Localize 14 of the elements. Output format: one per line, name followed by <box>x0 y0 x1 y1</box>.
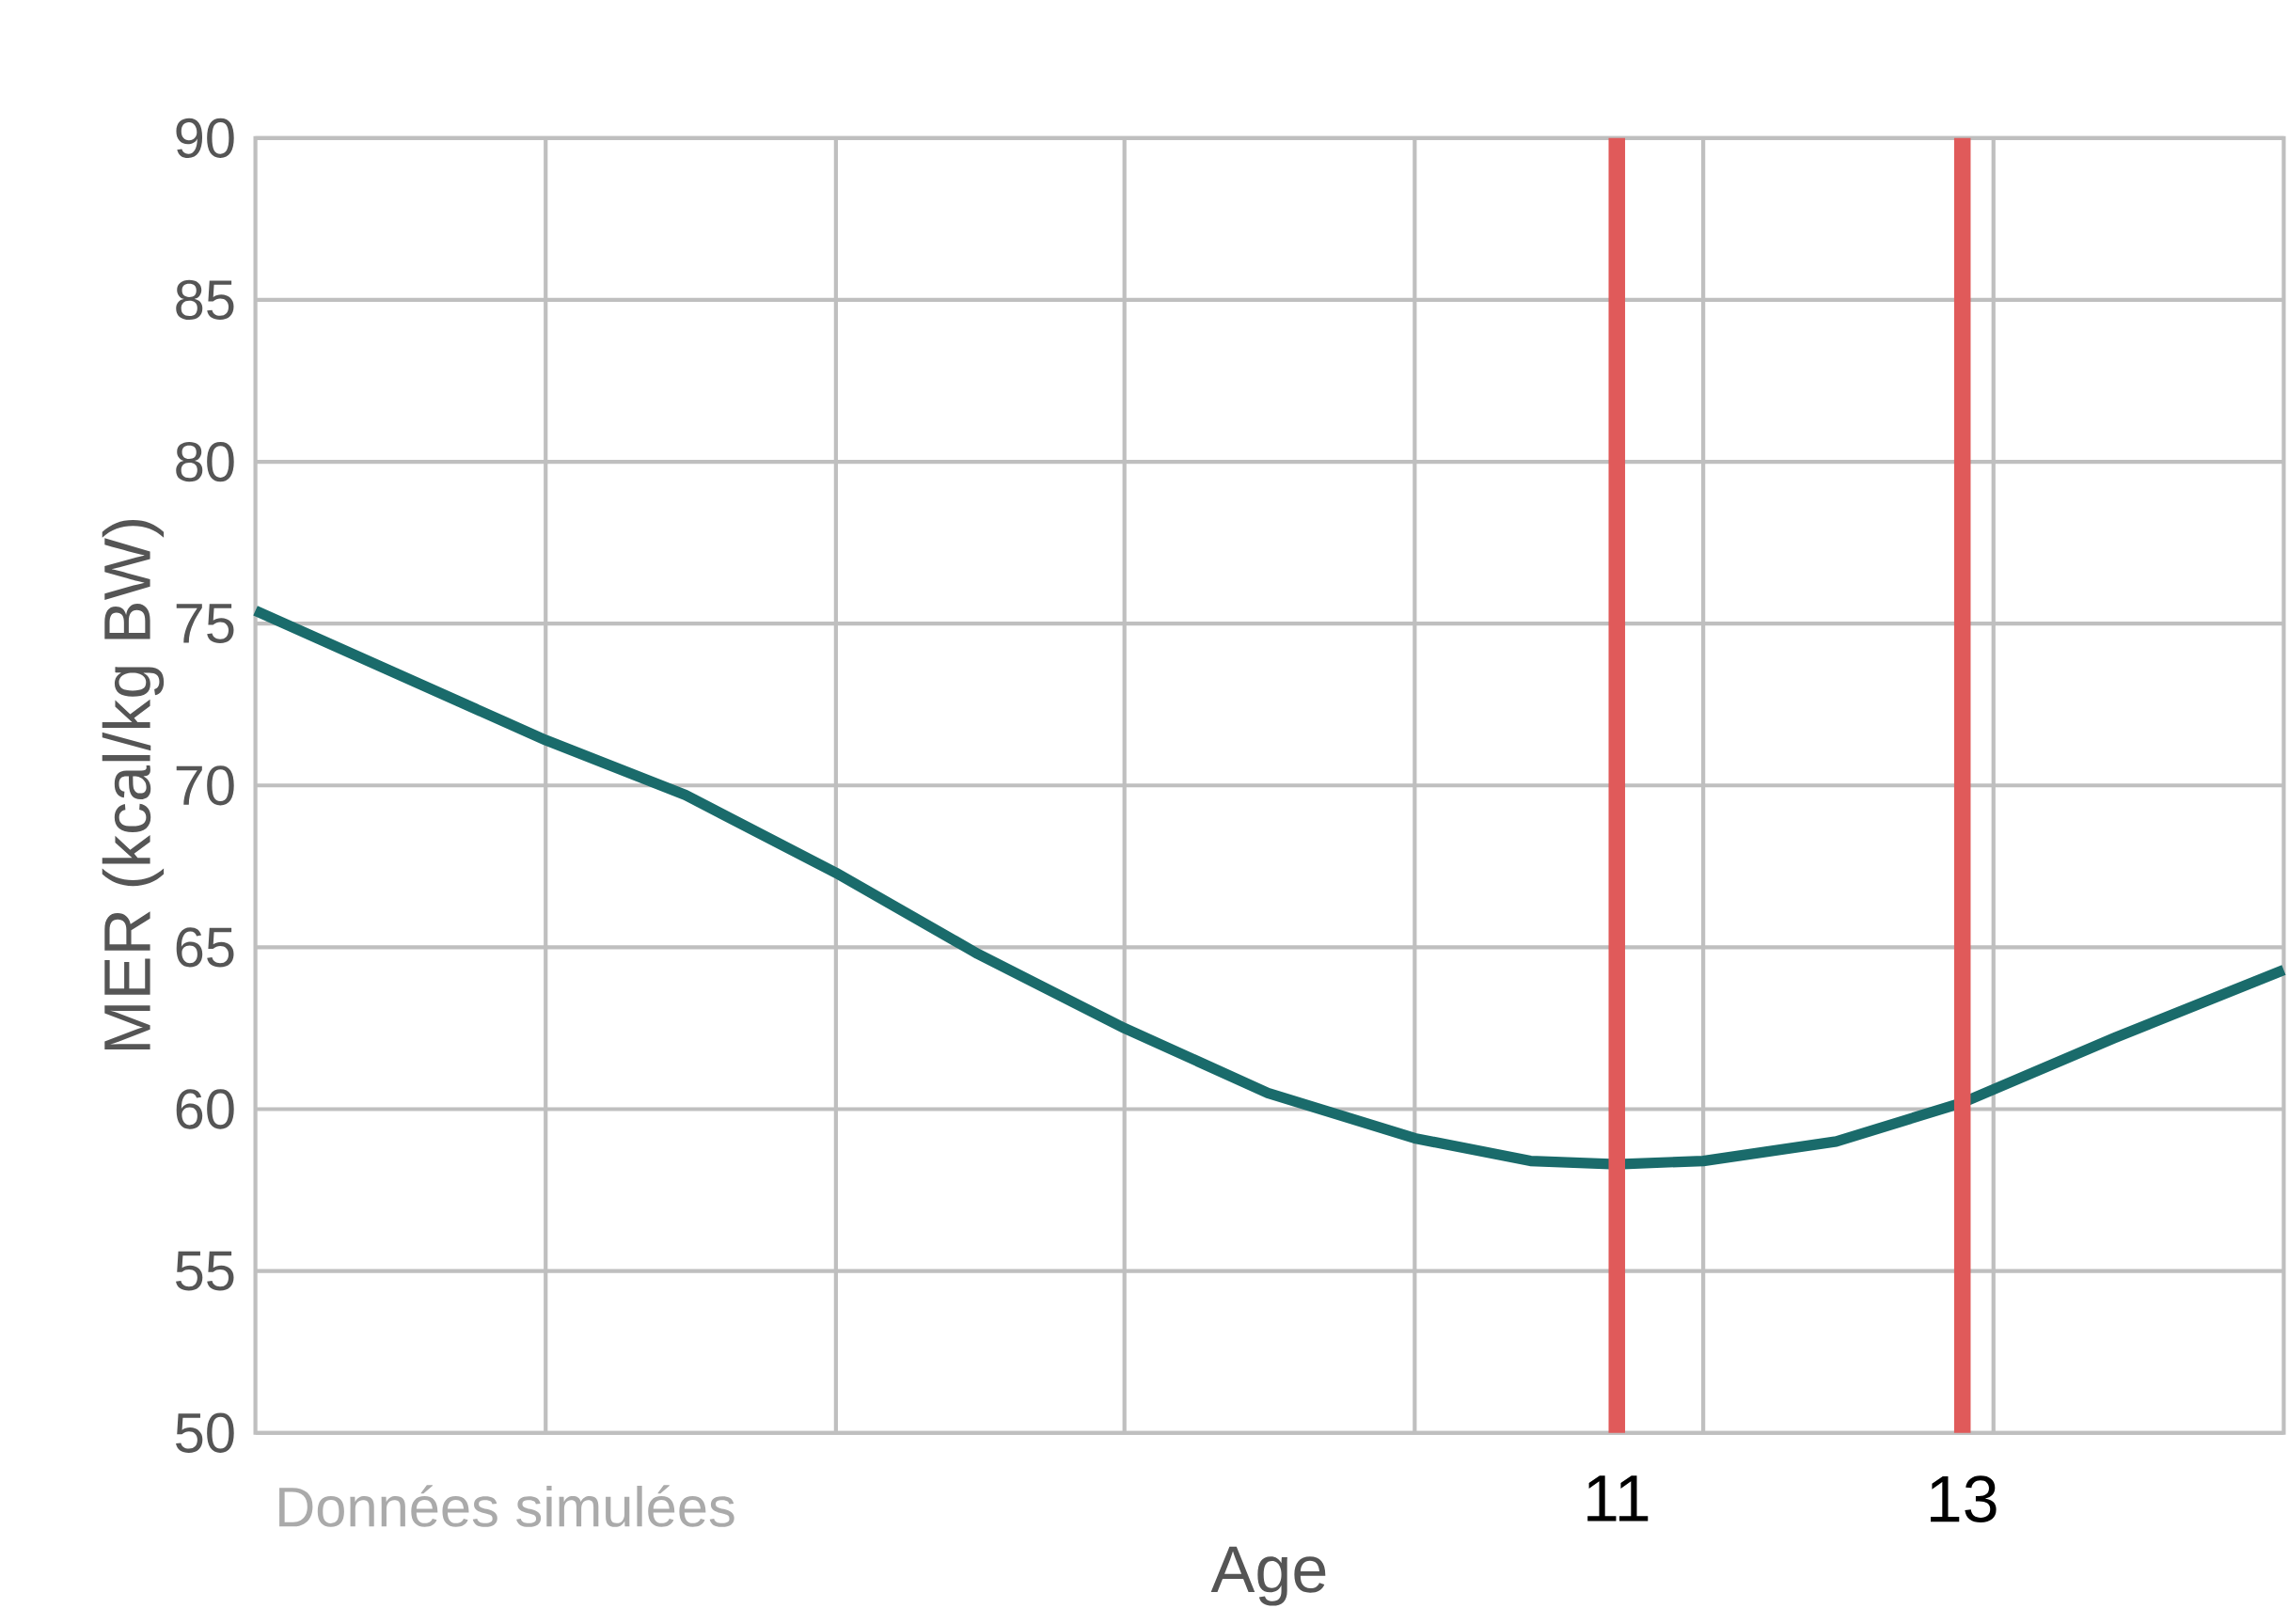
y-tick-label: 55 <box>176 1251 234 1291</box>
y-tick-label: 75 <box>176 604 234 643</box>
y-tick-label: 60 <box>176 1089 234 1129</box>
text: Données simulées <box>279 1485 734 1527</box>
y-tick-label: 85 <box>176 279 234 320</box>
ref-line-label: 11 <box>1587 1475 1649 1522</box>
ref-line-label: 13 <box>1931 1475 1997 1522</box>
y-tick-label: 90 <box>176 118 234 158</box>
y-tick-label: 65 <box>176 927 234 968</box>
y-tick-label: 50 <box>176 1412 234 1453</box>
y-axis-title: MER (kcal/kg BW) <box>102 519 165 1049</box>
y-tick-label: 80 <box>176 441 234 481</box>
y-tick-label: 70 <box>176 765 234 806</box>
x-axis-title: Age <box>1210 1546 1326 1606</box>
